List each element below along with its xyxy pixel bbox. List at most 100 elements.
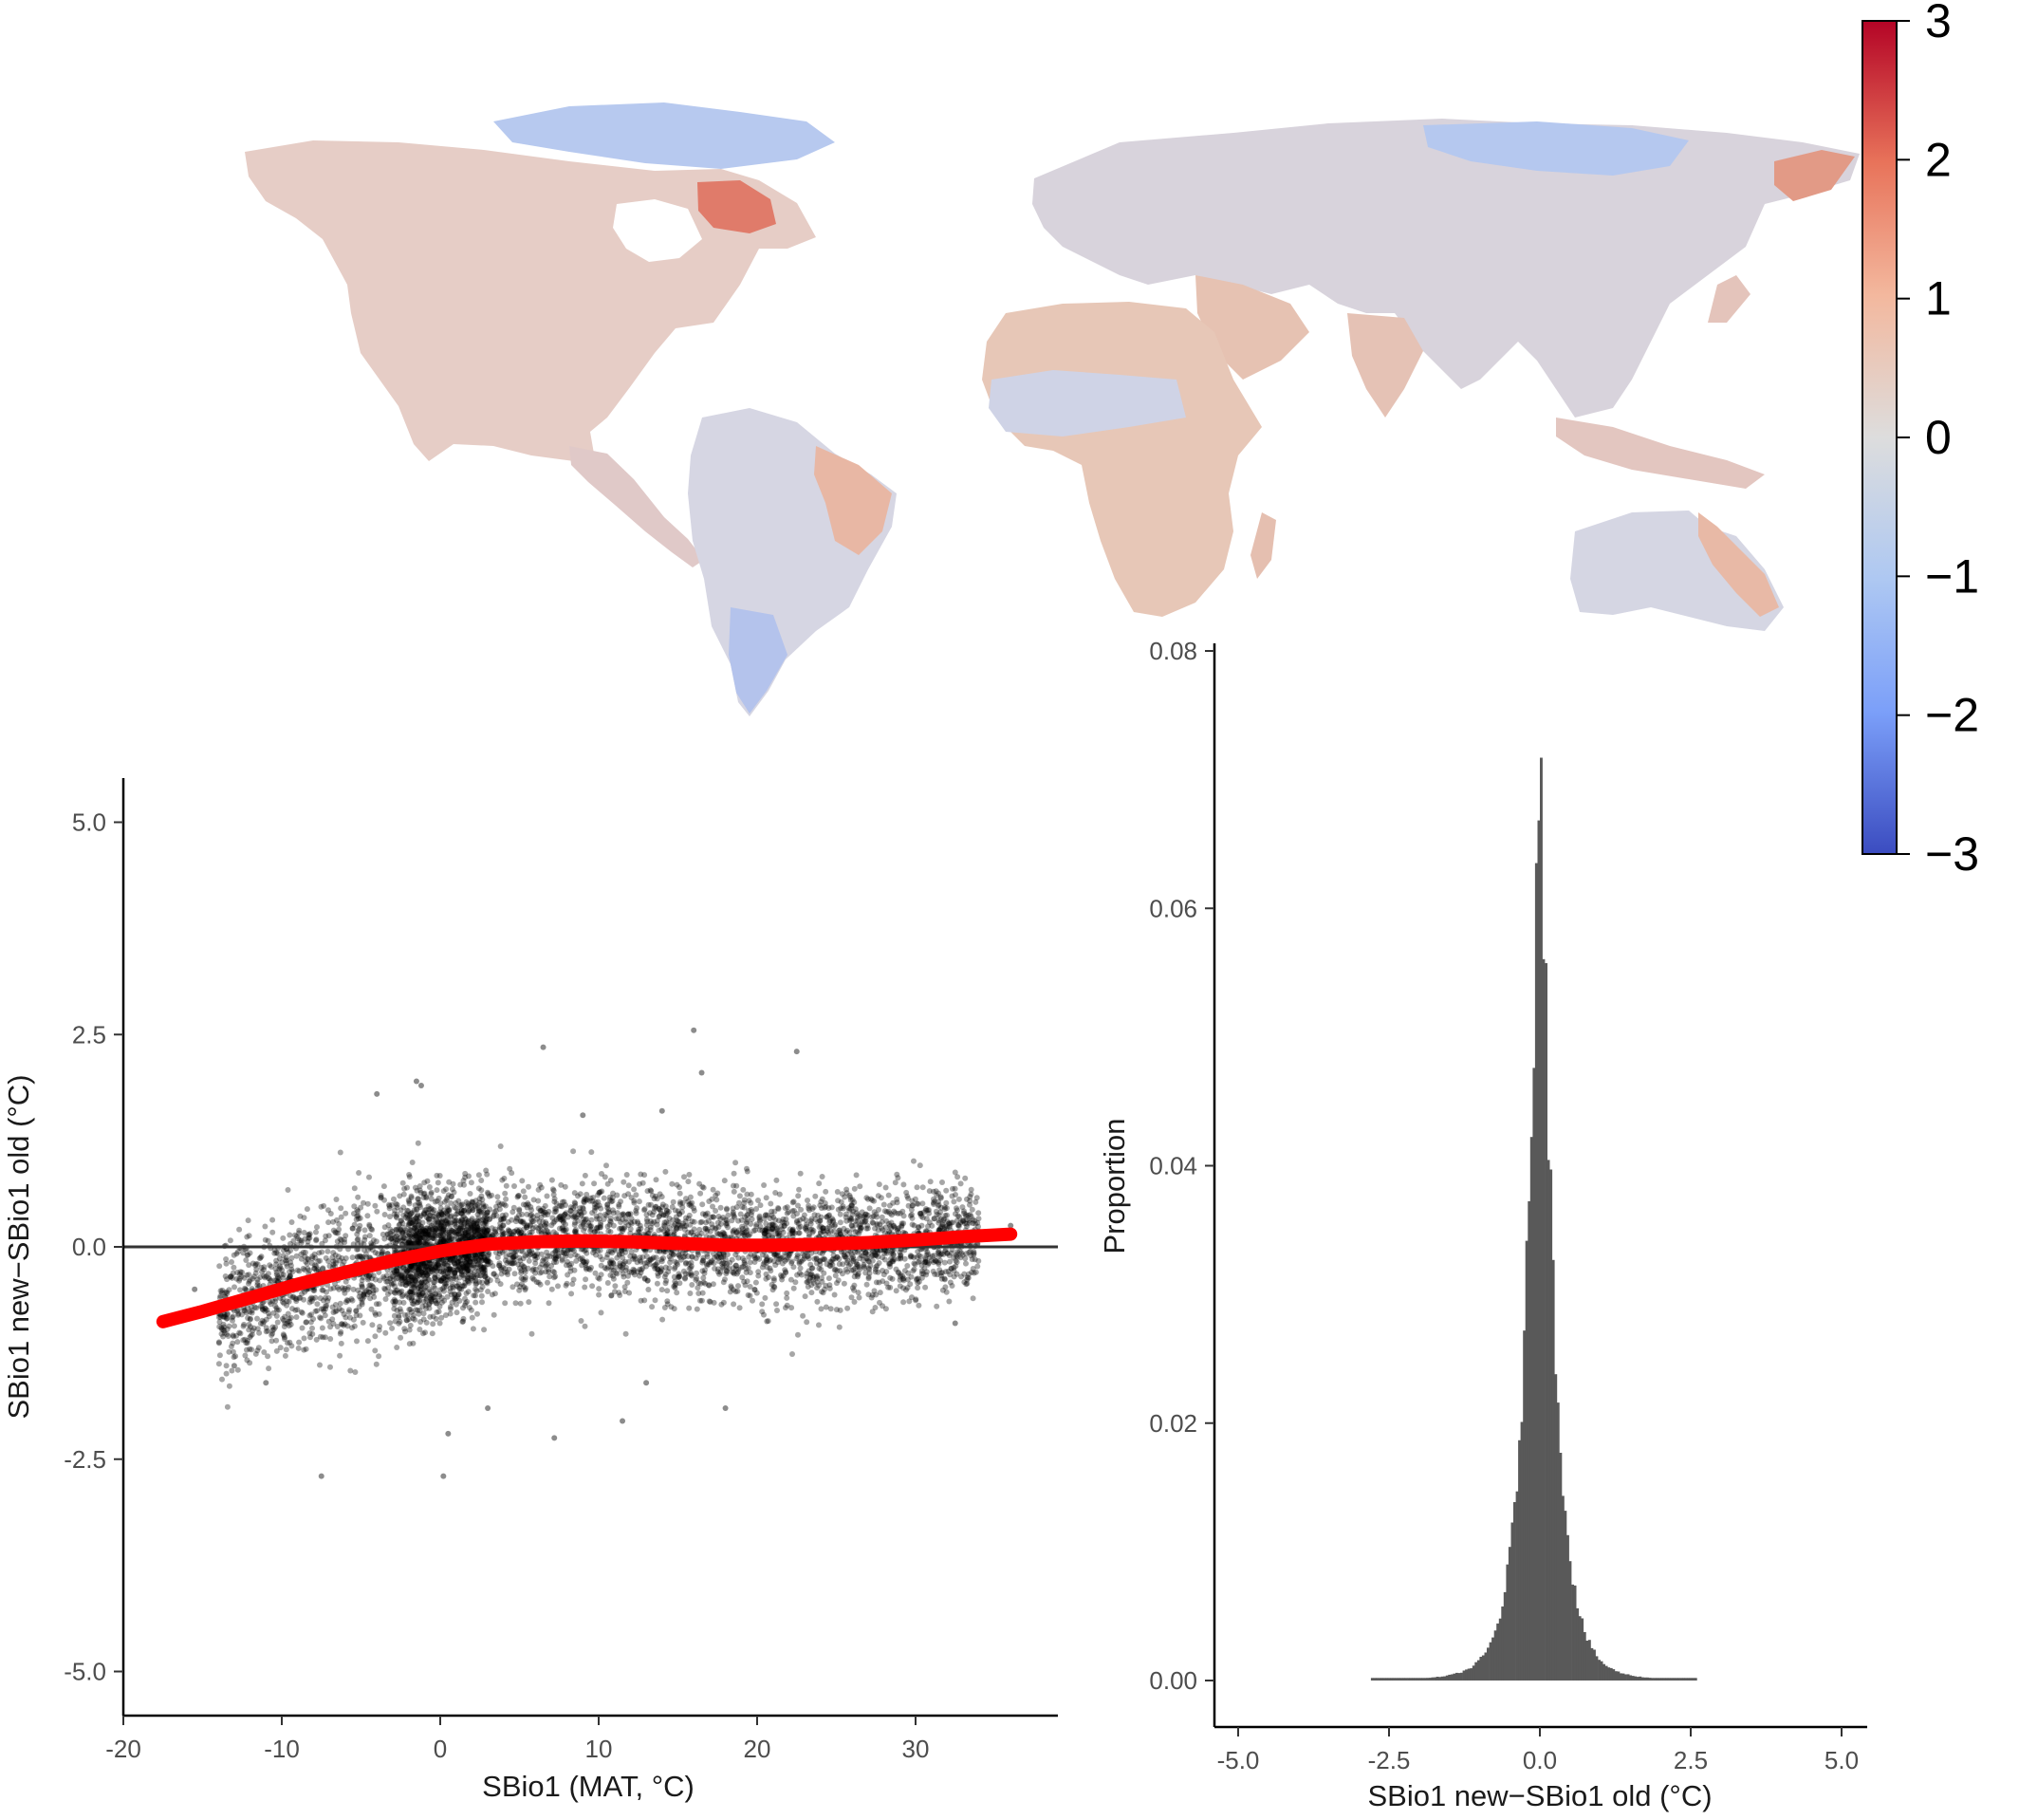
scatter-point	[503, 1212, 509, 1218]
scatter-point	[306, 1232, 312, 1237]
scatter-point	[372, 1202, 379, 1209]
scatter-point	[967, 1212, 973, 1218]
scatter-point	[433, 1265, 439, 1271]
scatter-point	[662, 1280, 669, 1287]
scatter-point	[312, 1308, 319, 1314]
scatter-point	[444, 1262, 451, 1269]
scatter-point	[519, 1178, 526, 1184]
scatter-point	[676, 1222, 683, 1229]
scatter-point	[804, 1271, 810, 1276]
scatter-point	[548, 1263, 555, 1269]
scatter-point	[397, 1235, 403, 1241]
scatter-point	[777, 1255, 784, 1262]
scatter-point	[464, 1273, 471, 1280]
scatter-point	[279, 1259, 286, 1266]
scatter-point	[953, 1263, 959, 1270]
scatter-point	[614, 1271, 621, 1277]
scatter-point	[773, 1254, 780, 1260]
scatter-point	[426, 1206, 433, 1213]
scatter-point	[440, 1188, 447, 1195]
scatter-point	[417, 1223, 424, 1230]
scatter-point	[706, 1298, 713, 1305]
scatter-point	[479, 1201, 486, 1207]
scatter-point	[723, 1264, 730, 1271]
scatter-point	[529, 1214, 536, 1220]
scatter-point	[407, 1216, 414, 1223]
scatter-point	[958, 1250, 965, 1256]
scatter-point	[306, 1232, 312, 1238]
scatter-point	[750, 1228, 757, 1235]
scatter-point	[603, 1266, 610, 1272]
scatter-point	[391, 1275, 398, 1282]
scatter-point	[823, 1188, 829, 1195]
scatter-point	[426, 1226, 433, 1233]
scatter-point	[479, 1251, 486, 1257]
scatter-point	[855, 1290, 861, 1296]
scatter-point	[472, 1252, 478, 1258]
scatter-point	[412, 1224, 418, 1231]
scatter-point	[790, 1198, 797, 1205]
scatter-point	[258, 1254, 265, 1260]
scatter-point	[966, 1219, 972, 1226]
scatter-point	[762, 1227, 769, 1234]
scatter-point	[601, 1195, 607, 1201]
scatter-point	[465, 1200, 472, 1207]
scatter-point	[954, 1249, 961, 1255]
scatter-point	[676, 1211, 683, 1217]
scatter-point	[407, 1278, 414, 1285]
scatter-point	[863, 1215, 869, 1221]
scatter-point	[437, 1238, 443, 1245]
scatter-point	[588, 1222, 594, 1229]
scatter-point	[734, 1288, 741, 1294]
scatter-point	[625, 1258, 632, 1265]
scatter-point	[277, 1265, 284, 1272]
scatter-point	[794, 1252, 801, 1258]
scatter-point	[819, 1278, 825, 1285]
scatter-point	[919, 1215, 926, 1221]
scatter-point	[271, 1250, 278, 1256]
scatter-point	[596, 1286, 602, 1292]
scatter-point	[890, 1199, 897, 1206]
scatter-point	[651, 1196, 658, 1202]
scatter-point	[808, 1216, 815, 1222]
scatter-point	[702, 1225, 709, 1232]
scatter-point	[338, 1321, 344, 1328]
scatter-point	[248, 1332, 254, 1339]
scatter-point	[353, 1216, 360, 1223]
scatter-point	[438, 1229, 445, 1235]
scatter-point	[672, 1285, 678, 1291]
scatter-point	[535, 1198, 542, 1204]
scatter-point	[759, 1301, 766, 1308]
scatter-point	[351, 1323, 358, 1329]
scatter-point	[223, 1363, 230, 1369]
map-se-asia	[1556, 418, 1765, 489]
scatter-point	[399, 1220, 406, 1227]
scatter-point	[417, 1183, 423, 1189]
scatter-point	[691, 1226, 697, 1233]
scatter-point	[327, 1211, 334, 1216]
scatter-point	[545, 1229, 551, 1235]
scatter-point	[434, 1268, 440, 1274]
scatter-point	[234, 1339, 241, 1346]
scatter-point	[549, 1186, 556, 1193]
scatter-point	[438, 1210, 445, 1216]
scatter-point	[957, 1254, 964, 1261]
scatter-point	[954, 1207, 960, 1214]
scatter-point	[421, 1231, 428, 1237]
scatter-point	[514, 1194, 521, 1200]
scatter-point	[309, 1330, 316, 1337]
scatter-point	[625, 1182, 632, 1189]
scatter-point	[404, 1311, 411, 1318]
scatter-point	[453, 1217, 459, 1224]
scatter-point	[494, 1277, 501, 1284]
scatter-point	[414, 1187, 420, 1194]
scatter-point	[317, 1257, 324, 1264]
scatter-point	[939, 1223, 945, 1230]
scatter-point	[610, 1259, 616, 1266]
scatter-point	[861, 1261, 867, 1268]
scatter-point	[313, 1263, 320, 1270]
scatter-point	[656, 1227, 662, 1234]
scatter-point	[342, 1290, 348, 1296]
scatter-point	[452, 1294, 458, 1301]
scatter-point	[404, 1280, 411, 1287]
